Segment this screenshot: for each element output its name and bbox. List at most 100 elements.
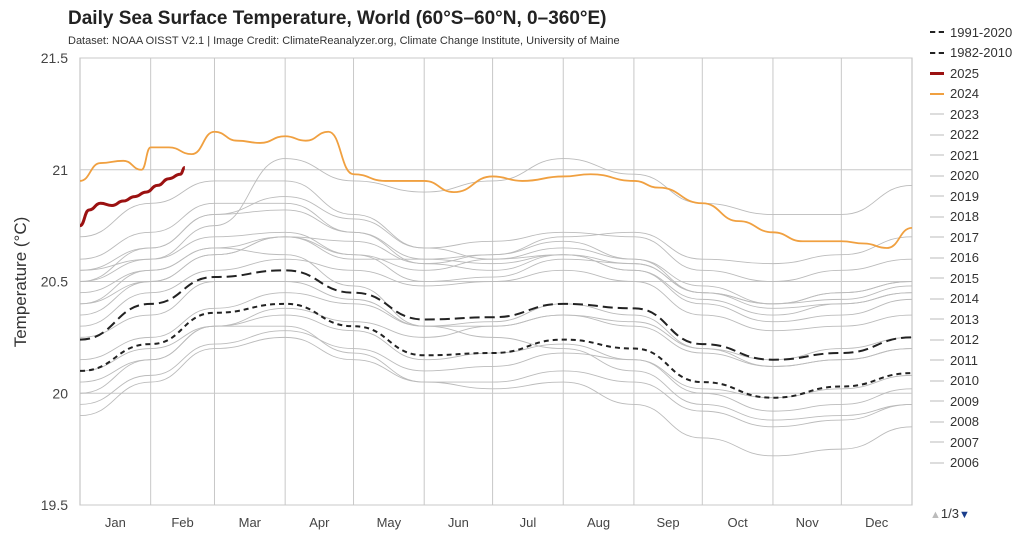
series-line-1982-2010 [79,302,913,399]
chart-subtitle: Dataset: NOAA OISST V2.1 | Image Credit:… [68,35,620,47]
series-line-2008 [79,336,913,428]
legend-label: 2018 [950,209,979,225]
legend-item-2008[interactable]: 2008 [930,412,1012,433]
y-tick-label: 21.5 [41,50,68,66]
legend-swatch [930,379,944,382]
pager-label: 1/3 [940,506,959,521]
triangle-down-icon[interactable]: ▼ [958,509,970,521]
legend-swatch [930,441,944,444]
legend-swatch [930,71,944,75]
legend-item-2011[interactable]: 2011 [930,350,1012,371]
legend-item-2019[interactable]: 2019 [930,186,1012,207]
legend-swatch [930,31,944,34]
x-tick-label: Jun [448,515,469,530]
legend-label: 1982-2010 [950,45,1013,61]
x-tick-label: May [377,515,402,530]
legend-swatch [930,113,944,116]
series-line-2019 [79,196,913,282]
series-line-2012 [79,292,913,367]
x-tick-label: Oct [728,515,749,530]
legend-item-2025[interactable]: 2025 [930,63,1012,84]
x-tick-label: Jul [520,515,537,530]
y-tick-label: 20 [52,385,68,401]
x-tick-label: Jan [105,515,126,530]
legend-label: 2012 [950,332,979,348]
legend-label: 2019 [950,188,979,204]
legend-label: 2009 [950,393,979,409]
legend-label: 1991-2020 [950,24,1013,40]
series-line-1991-2020 [79,269,913,361]
legend-label: 2016 [950,250,979,266]
legend-item-1982-2010[interactable]: 1982-2010 [930,43,1012,64]
legend-item-2010[interactable]: 2010 [930,371,1012,392]
x-tick-label: Sep [657,515,680,530]
x-tick-label: Feb [171,515,193,530]
legend-swatch [930,338,944,341]
series-line-2020 [79,202,913,316]
legend-item-2022[interactable]: 2022 [930,125,1012,146]
legend-swatch [930,195,944,198]
y-tick-label: 20.5 [41,274,68,290]
legend-label: 2011 [950,352,978,368]
legend-label: 2006 [950,455,979,471]
legend-item-2020[interactable]: 2020 [930,166,1012,187]
legend-item-2017[interactable]: 2017 [930,227,1012,248]
x-tick-label: Apr [309,515,330,530]
series-line-2014 [79,258,913,332]
series-line-2023 [79,158,913,271]
legend: 1991-2020 1982-2010 2025 2024 2023 2022 2021 20… [930,22,1012,473]
legend-swatch [930,297,944,300]
legend-swatch [930,154,944,157]
legend-swatch [930,318,944,321]
legend-label: 2025 [950,65,979,81]
legend-swatch [930,256,944,259]
y-tick-label: 21 [52,162,68,178]
x-tick-label: Dec [865,515,889,530]
legend-swatch [930,133,944,136]
legend-swatch [930,236,944,239]
legend-item-2016[interactable]: 2016 [930,248,1012,269]
legend-label: 2023 [950,106,979,122]
chart-title: Daily Sea Surface Temperature, World (60… [68,8,607,29]
series-line-2010 [79,247,913,421]
legend-item-2009[interactable]: 2009 [930,391,1012,412]
series-line-2024 [79,130,913,249]
legend-item-2007[interactable]: 2007 [930,432,1012,453]
legend-swatch [930,420,944,423]
legend-item-2014[interactable]: 2014 [930,289,1012,310]
legend-label: 2021 [950,147,979,163]
series-line-2022 [79,231,913,305]
legend-swatch [930,359,944,362]
series-line-2006 [79,330,913,405]
legend-swatch [930,215,944,218]
legend-item-2012[interactable]: 2012 [930,330,1012,351]
legend-item-2021[interactable]: 2021 [930,145,1012,166]
legend-item-1991-2020[interactable]: 1991-2020 [930,22,1012,43]
legend-label: 2014 [950,291,979,307]
x-tick-label: Nov [796,515,820,530]
legend-item-2023[interactable]: 2023 [930,104,1012,125]
legend-label: 2007 [950,434,979,450]
legend-label: 2015 [950,270,979,286]
legend-label: 2013 [950,311,979,327]
legend-item-2024[interactable]: 2024 [930,84,1012,105]
triangle-up-icon[interactable]: ▲ [930,509,941,521]
legend-item-2015[interactable]: 2015 [930,268,1012,289]
legend-label: 2017 [950,229,979,245]
legend-item-2006[interactable]: 2006 [930,453,1012,474]
legend-swatch [930,461,944,464]
legend-swatch [930,277,944,280]
x-tick-label: Aug [587,515,610,530]
y-tick-label: 19.5 [41,497,68,513]
y-axis-label: Temperature (°C) [11,217,30,348]
series-line-2025 [79,166,186,228]
series-line-2013 [79,281,913,361]
legend-item-2018[interactable]: 2018 [930,207,1012,228]
series-line-2016 [79,180,913,309]
legend-label: 2020 [950,168,979,184]
legend-item-2013[interactable]: 2013 [930,309,1012,330]
legend-label: 2022 [950,127,979,143]
x-tick-label: Mar [239,515,262,530]
legend-swatch [930,400,944,403]
